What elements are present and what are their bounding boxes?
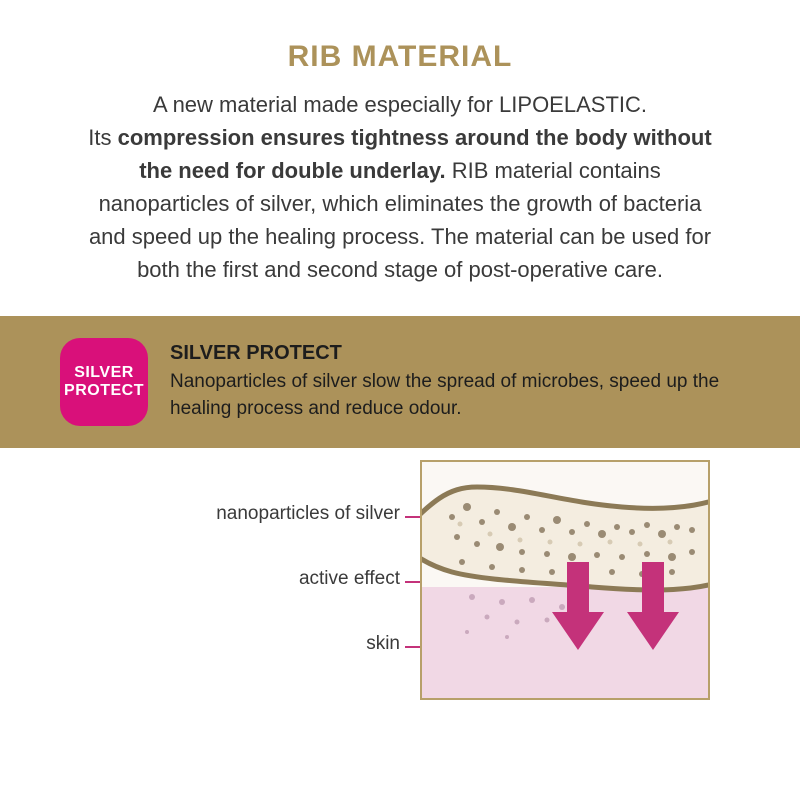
body-paragraph: A new material made especially for LIPOE… <box>0 74 800 316</box>
badge-line2: PROTECT <box>64 382 144 399</box>
page-title: RIB MATERIAL <box>0 0 800 74</box>
para-line1: A new material made especially for LIPOE… <box>153 92 647 117</box>
infographic-page: RIB MATERIAL A new material made especia… <box>0 0 800 800</box>
band-description: Nanoparticles of silver slow the spread … <box>170 369 740 422</box>
label-skin: skin <box>366 633 400 655</box>
diagram-box <box>420 460 710 700</box>
badge-line1: SILVER <box>74 364 134 381</box>
feature-band: SILVER PROTECT SILVER PROTECT Nanopartic… <box>0 316 800 448</box>
silver-protect-badge: SILVER PROTECT <box>60 338 148 426</box>
label-active: active effect <box>299 568 400 590</box>
label-nanoparticles: nanoparticles of silver <box>216 503 400 525</box>
para-bold-pre: Its <box>88 125 117 150</box>
band-text-block: SILVER PROTECT Nanoparticles of silver s… <box>170 342 740 422</box>
band-title: SILVER PROTECT <box>170 342 740 365</box>
diagram-area: nanoparticles of silver active effect sk… <box>0 448 800 748</box>
diagram-svg <box>422 462 710 700</box>
